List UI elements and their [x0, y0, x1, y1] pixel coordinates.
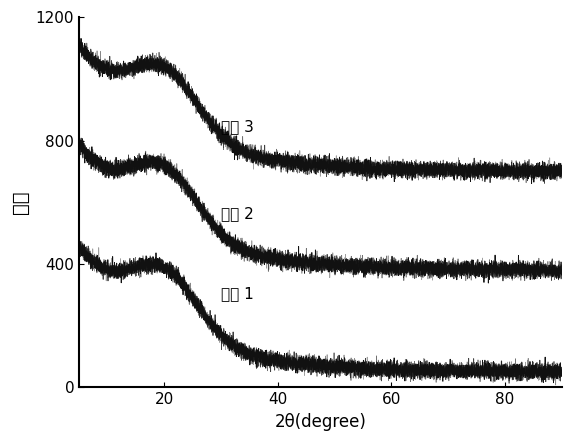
Text: 实例 2: 实例 2: [221, 206, 254, 221]
Text: 实例 1: 实例 1: [221, 286, 254, 301]
Y-axis label: 强度: 强度: [11, 191, 30, 214]
Text: 实例 3: 实例 3: [221, 119, 254, 134]
X-axis label: 2θ(degree): 2θ(degree): [274, 413, 366, 431]
